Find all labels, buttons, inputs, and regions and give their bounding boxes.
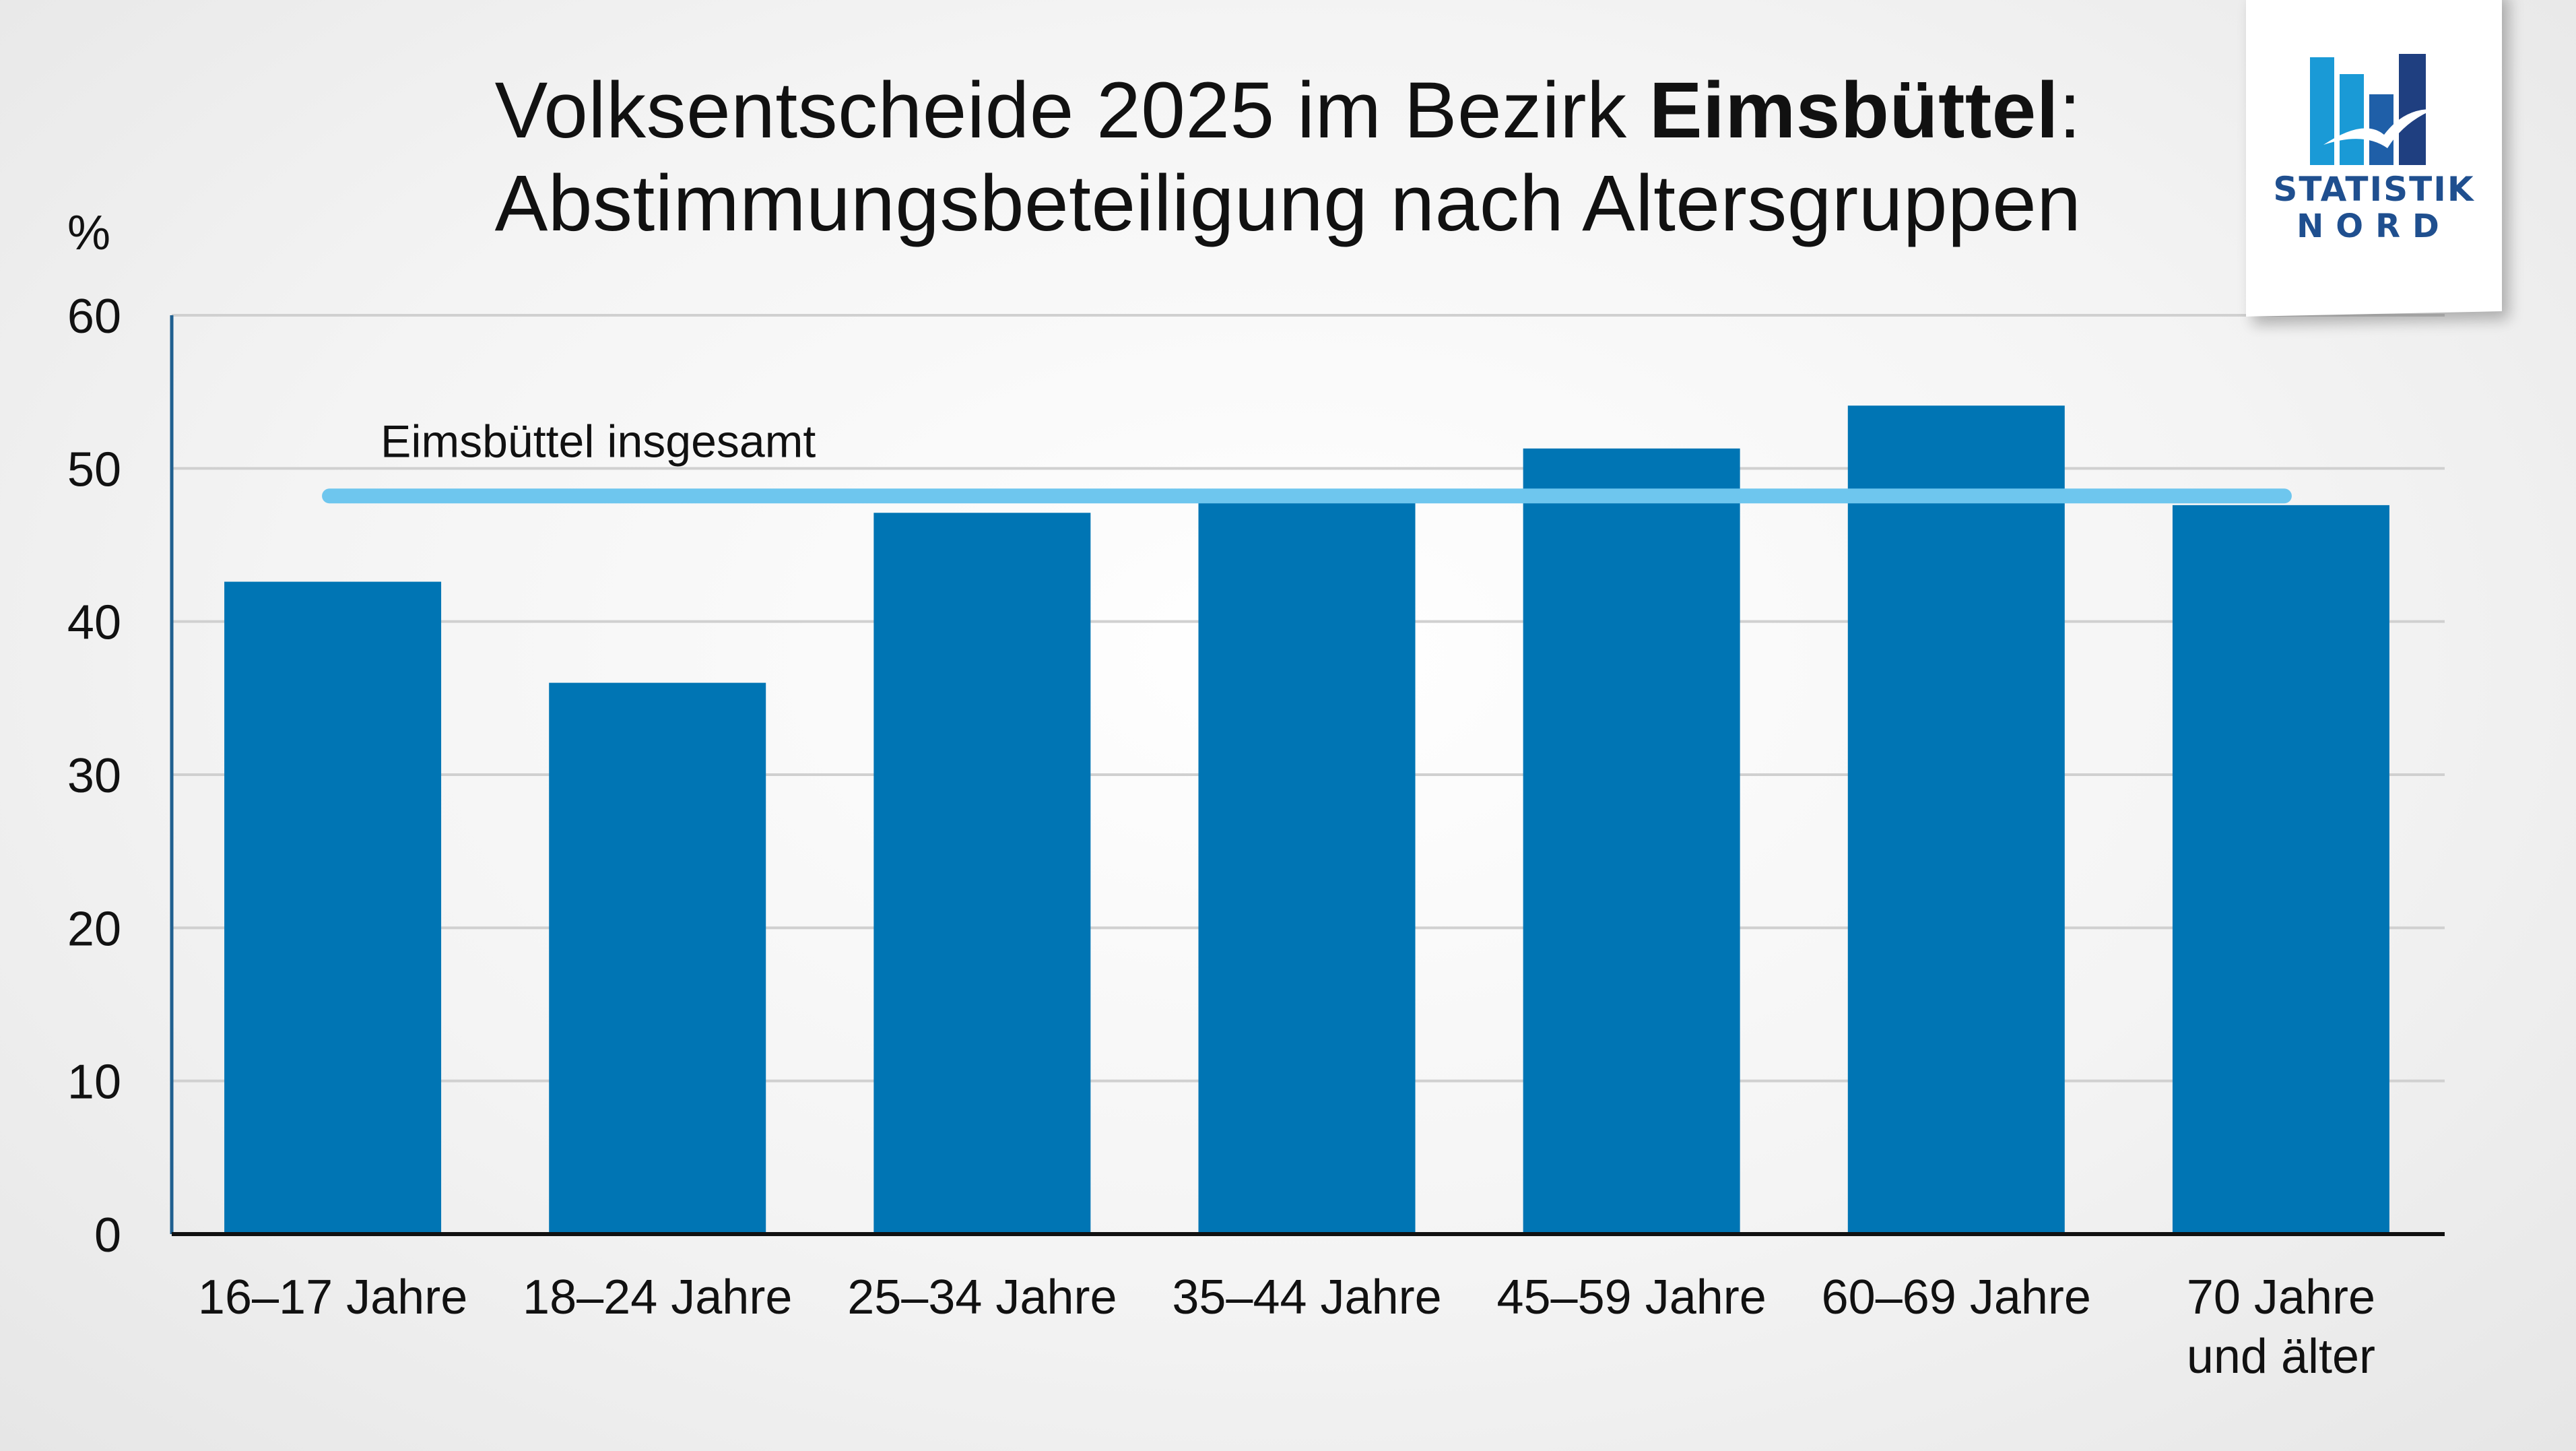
x-tick-label: 16–17 Jahre — [198, 1270, 467, 1324]
title-line-1: Volksentscheide 2025 im Bezirk Eimsbütte… — [0, 64, 2576, 157]
bar — [224, 581, 442, 1234]
y-tick-label: 50 — [67, 443, 121, 496]
x-tick-label: 70 Jahre — [2187, 1270, 2375, 1324]
y-tick-label: 20 — [67, 902, 121, 956]
bar — [549, 682, 766, 1234]
bar — [1198, 497, 1416, 1235]
bar — [1523, 448, 1740, 1234]
logo-text-line-2: NORD — [2297, 207, 2451, 245]
title-suffix: : — [2059, 66, 2082, 155]
reference-line-label: Eimsbüttel insgesamt — [381, 416, 816, 467]
chart-title: Volksentscheide 2025 im Bezirk Eimsbütte… — [0, 64, 2576, 250]
reference-line-group: Eimsbüttel insgesamt — [322, 416, 2292, 504]
logo-text-line-1: STATISTIK — [2273, 170, 2475, 209]
y-tick-label: 30 — [67, 749, 121, 803]
y-tick-label: 40 — [67, 596, 121, 650]
tick-labels: 0 10 20 30 40 50 60 16–17 Jahre 18–24 Jahre 25–34… — [67, 290, 2375, 1384]
x-tick-label: 35–44 Jahre — [1172, 1270, 1441, 1324]
y-axis-unit: % — [67, 206, 111, 260]
x-tick-label: 25–34 Jahre — [847, 1270, 1117, 1324]
y-tick-label: 0 — [94, 1208, 121, 1262]
bar — [1847, 406, 2065, 1234]
y-tick-label: 10 — [67, 1056, 121, 1109]
axes — [170, 315, 2445, 1236]
y-tick-label: 60 — [67, 290, 121, 344]
bar — [2172, 505, 2389, 1234]
bar — [873, 513, 1091, 1234]
x-tick-label: 45–59 Jahre — [1496, 1270, 1766, 1324]
bar-chart-logo-icon — [2310, 54, 2435, 166]
x-tick-label: 60–69 Jahre — [1822, 1270, 2091, 1324]
title-bold: Eimsbüttel — [1649, 66, 2059, 155]
title-line-2: Abstimmungsbeteiligung nach Altersgruppe… — [494, 159, 2082, 248]
statistik-nord-logo: STATISTIK NORD — [2246, 0, 2502, 317]
x-tick-label: 18–24 Jahre — [523, 1270, 792, 1324]
x-tick-label: und älter — [2187, 1330, 2375, 1384]
title-prefix: Volksentscheide 2025 im Bezirk — [494, 66, 1649, 155]
bars — [224, 406, 2389, 1235]
